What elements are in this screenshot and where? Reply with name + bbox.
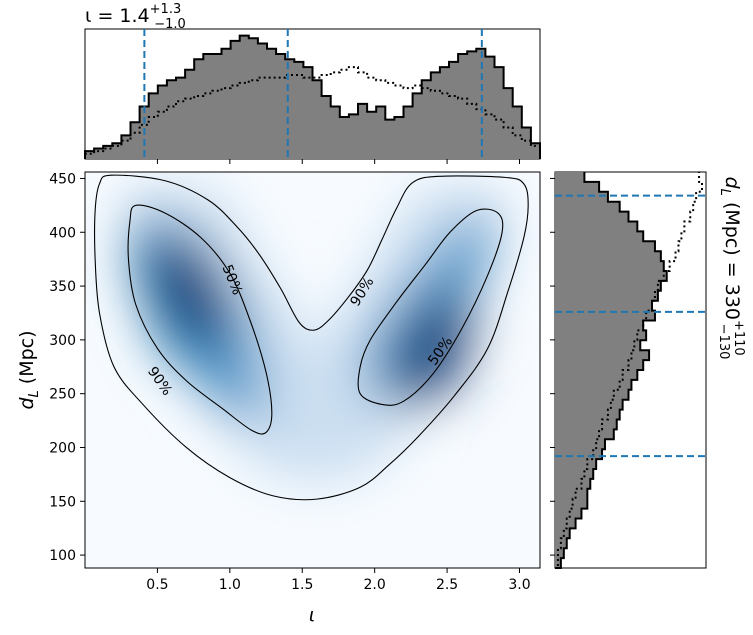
x-tick-label: 0.5 xyxy=(146,577,168,593)
y-tick-label: 200 xyxy=(49,440,76,456)
top-title-sub: −1.0 xyxy=(154,17,186,32)
svg-text:dL (Mpc) = 330+110−130: dL (Mpc) = 330+110−130 xyxy=(716,177,746,360)
density-blobs xyxy=(128,189,506,486)
contour-lines xyxy=(94,174,529,501)
x-tick-label: 3.0 xyxy=(508,577,530,593)
top-hist-fill xyxy=(85,35,540,159)
y-tick-label: 150 xyxy=(49,494,76,510)
x-tick-label: 1.5 xyxy=(291,577,313,593)
y-axis-label: dL (Mpc) xyxy=(16,330,42,409)
contour-50pct xyxy=(127,204,273,435)
contour-90pct xyxy=(94,174,529,501)
right-histogram-title: dL (Mpc) = 330+110−130 xyxy=(716,177,746,360)
y-tick-label: 350 xyxy=(49,279,76,295)
y-tick-label: 250 xyxy=(49,387,76,403)
contour-50pct xyxy=(357,208,504,406)
right-histogram-panel: dL (Mpc) = 330+110−130 xyxy=(554,171,746,569)
top-histogram-title: ι = 1.4+1.3 −1.0 xyxy=(85,2,186,32)
x-tick-label: 2.0 xyxy=(364,577,386,593)
right-hist-prior xyxy=(555,172,703,569)
y-tick-label: 450 xyxy=(49,171,76,187)
top-hist-step xyxy=(84,34,541,159)
x-axis-ticks: 0.5 1.0 1.5 2.0 2.5 3.0 xyxy=(146,159,531,593)
top-hist-prior xyxy=(84,66,540,159)
x-tick-label: 2.5 xyxy=(436,577,458,593)
density-outer xyxy=(128,189,506,486)
right-hist-fill xyxy=(555,172,667,568)
joint-density-panel: 50%90%90%50% 0.5 1.0 1.5 2.0 2.5 3.0 10015020… xyxy=(16,159,555,626)
right-hist-step xyxy=(555,172,668,569)
top-histogram-panel: ι = 1.4+1.3 −1.0 xyxy=(84,2,541,160)
density-mode xyxy=(392,292,474,409)
top-histogram-bars xyxy=(84,29,541,159)
x-axis-label: ι xyxy=(309,604,315,626)
right-title-sup: +110 xyxy=(731,320,746,356)
density-mode xyxy=(147,234,232,349)
joint-panel-frame xyxy=(84,171,541,569)
density-heatmap xyxy=(128,189,506,486)
y-tick-label: 300 xyxy=(49,333,76,349)
right-title-sub: −130 xyxy=(716,324,731,360)
y-tick-label: 100 xyxy=(49,548,76,564)
right-histogram-bars xyxy=(555,172,706,569)
x-tick-label: 1.0 xyxy=(219,577,241,593)
top-title-main: ι = 1.4 xyxy=(85,5,150,27)
y-axis-ticks: 100 150 200 250 300 350 400 450 xyxy=(49,171,555,564)
top-title-sup: +1.3 xyxy=(150,2,182,17)
y-tick-label: 400 xyxy=(49,225,76,241)
